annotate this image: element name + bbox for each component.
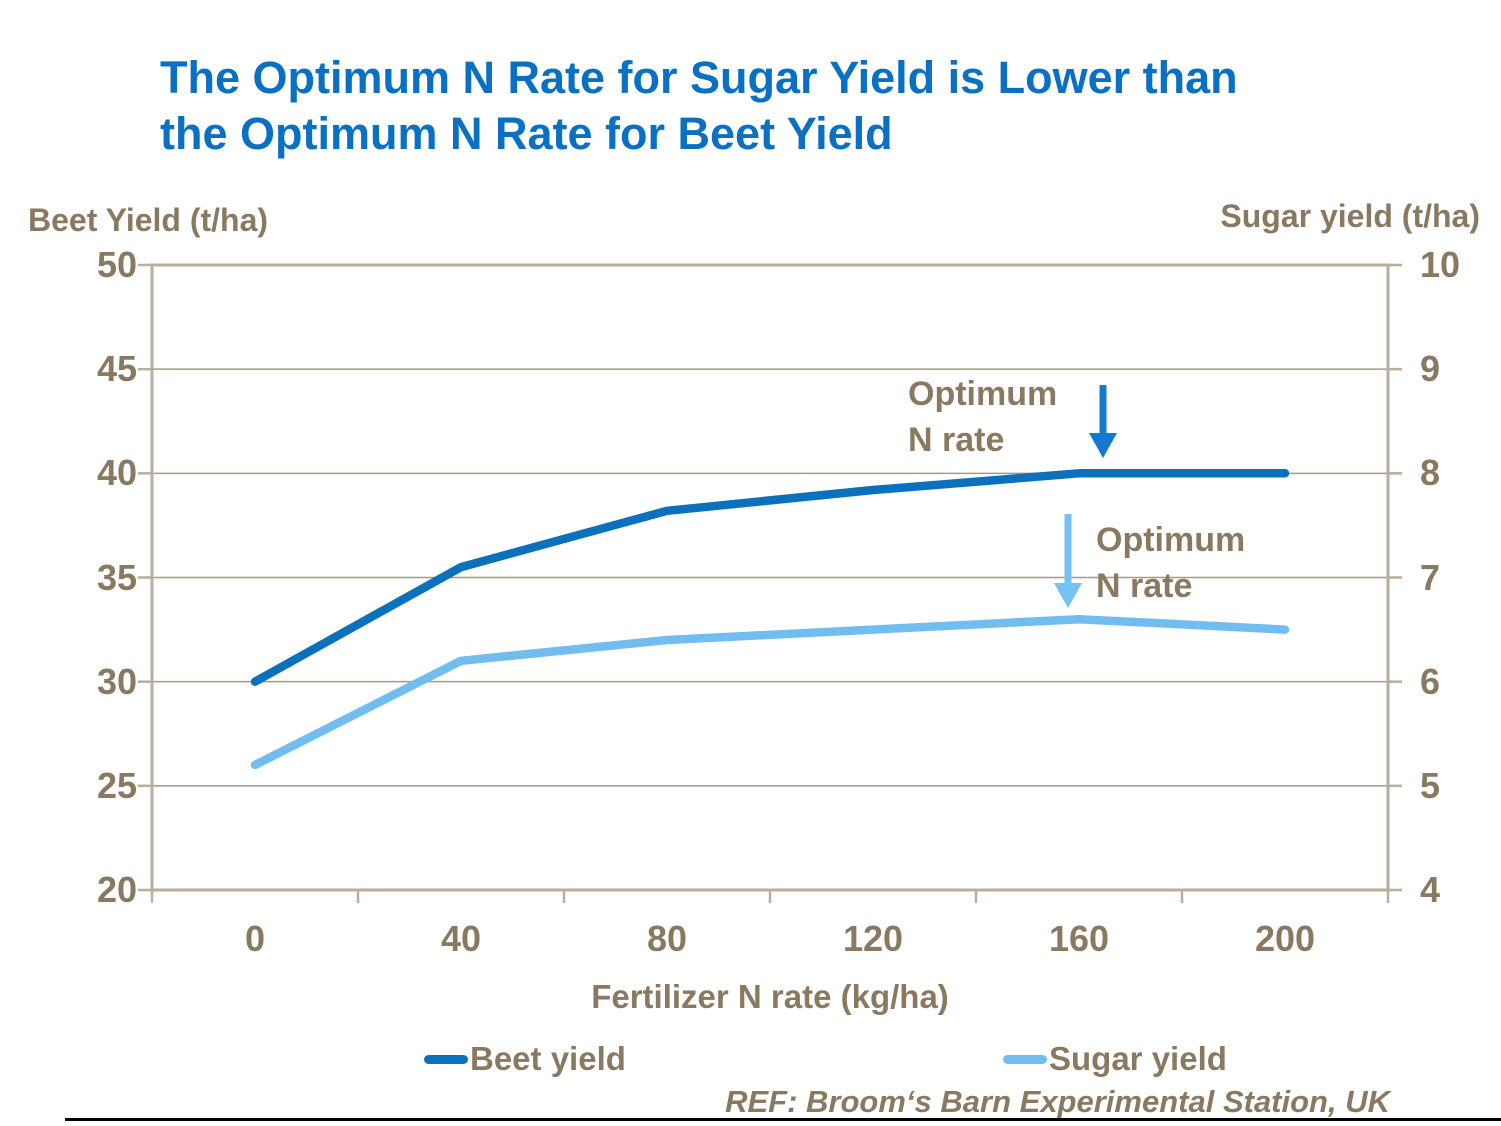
- optimum-arrowhead: [1054, 583, 1082, 608]
- right-axis-tick-label: 7: [1420, 556, 1441, 598]
- x-axis-tick-label: 120: [842, 918, 904, 959]
- left-axis-tick-label: 35: [96, 556, 137, 598]
- right-axis-tick-label: 9: [1420, 348, 1441, 390]
- annotation-sugar-optimum: Optimum N rate: [1096, 517, 1245, 609]
- annotation-beet-optimum: Optimum N rate: [908, 371, 1057, 463]
- x-axis-tick-label: 160: [1048, 918, 1110, 959]
- left-axis-tick-label: 25: [96, 764, 137, 806]
- left-axis-tick-label: 45: [96, 348, 137, 390]
- right-axis-tick-label: 10: [1420, 244, 1461, 285]
- legend-item-beet: Beet yield: [424, 1040, 626, 1078]
- x-axis-title: Fertilizer N rate (kg/ha): [591, 978, 949, 1015]
- legend-label-beet: Beet yield: [470, 1040, 626, 1077]
- beet-yield-line: [250, 469, 1290, 686]
- sugar-line-swatch: [1003, 1054, 1047, 1064]
- chart-title-line1: The Optimum N Rate for Sugar Yield is Lo…: [160, 52, 1238, 103]
- x-axis-tick-label: 0: [244, 918, 266, 959]
- beet-line-swatch: [424, 1054, 468, 1064]
- x-axis-tick-label: 80: [646, 918, 688, 959]
- bottom-divider: [65, 1118, 1501, 1121]
- legend-item-sugar: Sugar yield: [1003, 1040, 1227, 1078]
- annotation-beet-optimum-line1: Optimum: [908, 375, 1058, 413]
- chart-title-line2: the Optimum N Rate for Beet Yield: [160, 108, 893, 159]
- right-axis-title: Sugar yield (t/ha): [1220, 198, 1480, 234]
- annotation-sugar-optimum-line1: Optimum: [1096, 521, 1246, 559]
- left-axis-tick-label: 40: [96, 452, 137, 494]
- left-axis-title: Beet Yield (t/ha): [28, 202, 269, 238]
- reference-text: REF: Broom‘s Barn Experimental Station, …: [725, 1084, 1390, 1119]
- right-axis-tick-label: 4: [1420, 869, 1441, 910]
- x-axis-tick-label: 200: [1254, 918, 1316, 959]
- optimum-arrowhead: [1089, 433, 1117, 458]
- annotation-sugar-optimum-line2: N rate: [1096, 567, 1193, 605]
- left-axis-tick-label: 20: [96, 869, 137, 910]
- right-axis-tick-label: 6: [1420, 660, 1441, 702]
- left-axis-tick-label: 50: [96, 244, 137, 285]
- right-axis-tick-label: 8: [1420, 452, 1441, 494]
- left-axis-tick-label: 30: [96, 660, 137, 702]
- annotation-beet-optimum-line2: N rate: [908, 421, 1005, 459]
- sugar-yield-line: [250, 614, 1290, 770]
- legend-label-sugar: Sugar yield: [1049, 1040, 1227, 1077]
- right-axis-tick-label: 5: [1420, 764, 1441, 806]
- chart-title: The Optimum N Rate for Sugar Yield is Lo…: [160, 50, 1450, 162]
- x-axis-tick-label: 40: [440, 918, 482, 959]
